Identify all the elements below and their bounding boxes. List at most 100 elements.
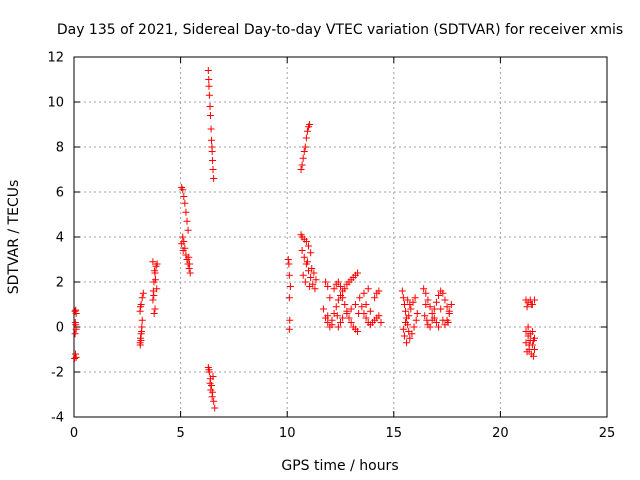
data-point (411, 294, 419, 302)
chart-title: Day 135 of 2021, Sidereal Day-to-day VTE… (57, 22, 623, 38)
data-point (205, 366, 213, 374)
data-point (428, 310, 436, 317)
data-point (209, 166, 217, 173)
data-point (71, 355, 79, 362)
data-point (285, 325, 293, 333)
data-point (209, 373, 217, 380)
data-point (179, 247, 187, 254)
data-point (186, 269, 194, 277)
data-point (151, 276, 159, 284)
y-tick-label: 6 (56, 186, 64, 201)
data-point (399, 325, 407, 333)
data-point (351, 301, 359, 308)
data-point (326, 294, 334, 302)
data-point (179, 186, 187, 194)
data-point (413, 310, 421, 317)
data-point (286, 316, 294, 324)
data-point (408, 330, 416, 338)
y-tick-label: -4 (51, 411, 64, 426)
y-tick-label: 12 (47, 51, 64, 66)
data-point (432, 319, 440, 326)
grid-lines (74, 57, 607, 417)
data-point (360, 289, 368, 297)
x-tick-label: 20 (492, 426, 509, 441)
data-point (322, 278, 330, 286)
data-point (529, 352, 537, 360)
data-point (312, 276, 320, 284)
data-point (308, 265, 316, 272)
y-axis: -4 -2 0 2 4 6 8 10 12 (47, 51, 607, 426)
data-point (422, 301, 430, 308)
y-tick-label: 10 (47, 96, 64, 111)
data-point (72, 325, 80, 333)
data-point (375, 312, 383, 320)
data-point (208, 143, 216, 151)
data-point (345, 314, 353, 322)
data-point (435, 292, 443, 299)
x-tick-label: 15 (386, 426, 403, 441)
data-point (341, 301, 349, 308)
data-point (298, 161, 306, 169)
data-point (205, 76, 213, 83)
data-point (523, 303, 531, 311)
data-points (71, 67, 539, 412)
data-point (208, 393, 216, 401)
data-point (285, 260, 293, 268)
data-point (439, 289, 447, 297)
data-point (183, 217, 191, 225)
data-point (334, 296, 342, 304)
data-point (445, 307, 453, 315)
data-point (206, 379, 214, 387)
data-point (149, 258, 157, 266)
data-point (424, 296, 432, 304)
data-point (299, 154, 307, 162)
data-point (377, 319, 385, 326)
data-point (339, 294, 347, 302)
data-point (421, 312, 429, 320)
data-point (355, 310, 363, 317)
data-point (407, 305, 415, 313)
data-point (334, 323, 342, 331)
data-point (138, 328, 146, 335)
data-point (426, 323, 434, 331)
data-point (362, 314, 370, 322)
data-point (302, 134, 310, 142)
data-point (405, 312, 413, 320)
data-point (211, 404, 219, 412)
data-point (311, 285, 319, 293)
data-point (285, 294, 293, 302)
data-point (303, 258, 311, 266)
data-point (524, 323, 532, 331)
data-point (299, 271, 307, 279)
data-point (306, 283, 314, 290)
data-point (402, 307, 410, 315)
data-point (371, 294, 379, 302)
data-point (307, 274, 315, 281)
data-point (71, 330, 79, 338)
data-point (527, 301, 535, 308)
data-point (71, 350, 79, 358)
data-point (302, 238, 310, 245)
data-point (420, 285, 428, 293)
data-point (209, 157, 217, 164)
data-point (207, 386, 215, 394)
data-point (138, 294, 146, 302)
data-point (347, 305, 355, 313)
data-point (358, 303, 366, 311)
data-point (206, 112, 214, 119)
data-point (399, 294, 407, 302)
x-axis: 0 5 10 15 20 25 (70, 57, 615, 441)
data-point (303, 127, 311, 135)
data-point (207, 125, 215, 133)
data-point (324, 319, 332, 326)
data-point (337, 283, 344, 290)
y-tick-label: 0 (56, 321, 64, 336)
data-point (337, 319, 344, 326)
data-point (441, 296, 449, 304)
data-point (410, 323, 418, 331)
data-point (324, 312, 332, 320)
data-point (285, 271, 293, 279)
data-point (333, 312, 341, 320)
data-point (300, 148, 308, 155)
data-point (447, 301, 455, 308)
